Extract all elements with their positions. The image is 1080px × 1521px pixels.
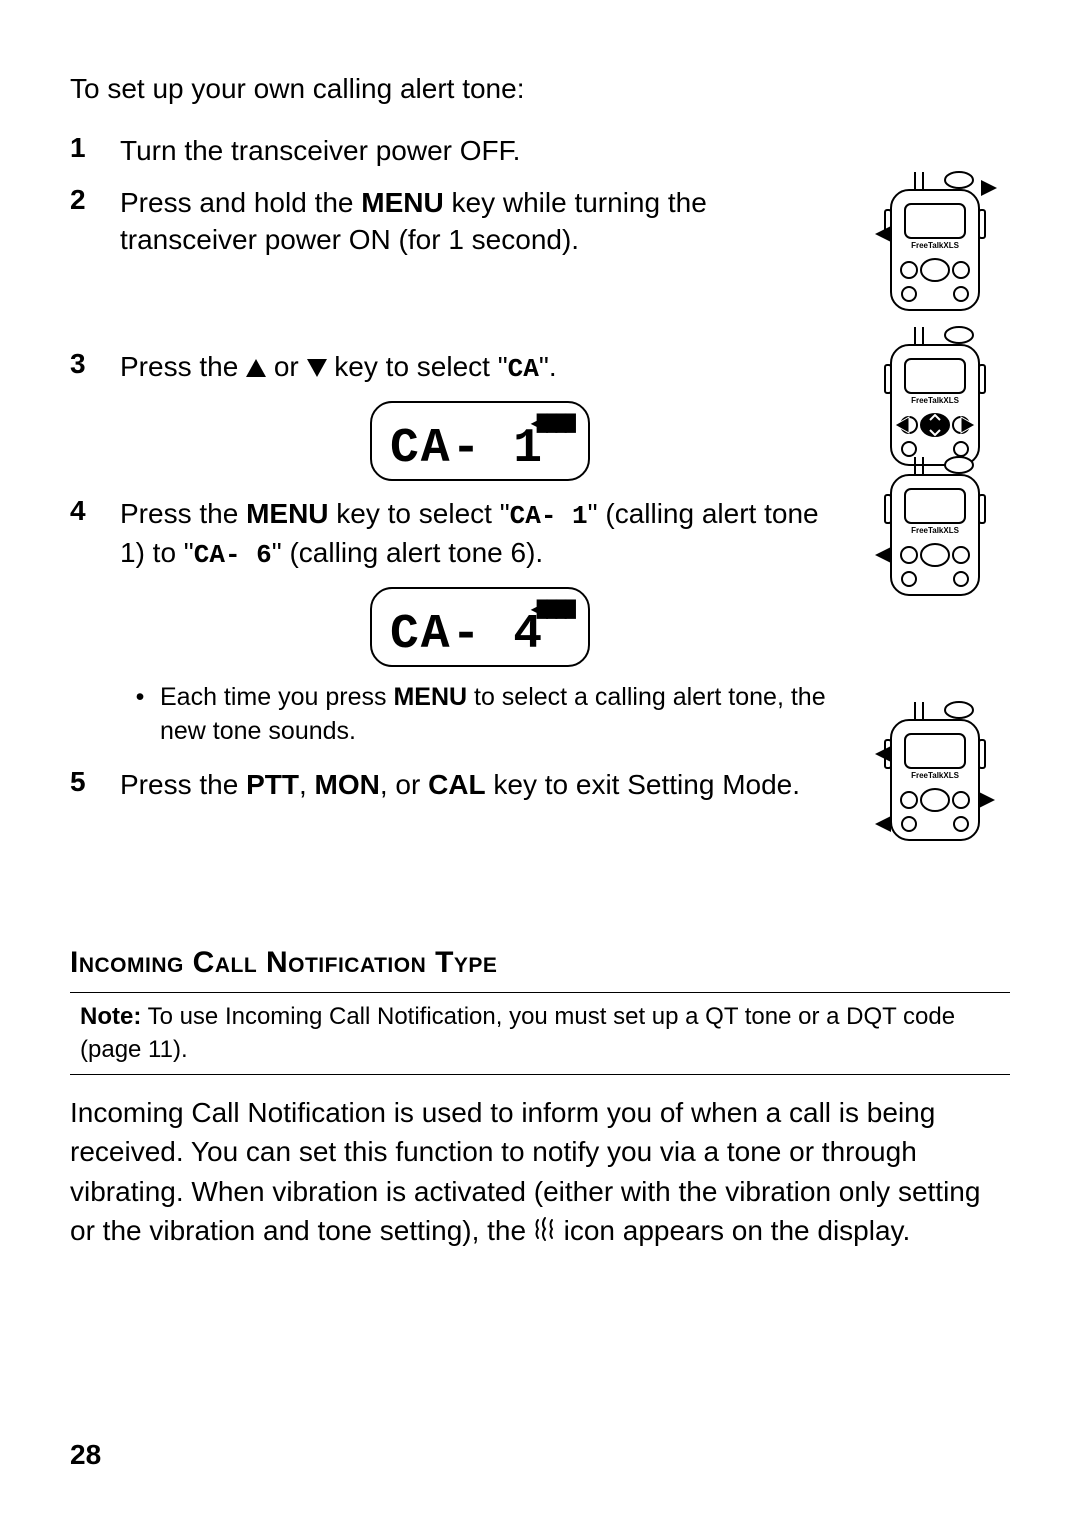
up-triangle-icon bbox=[246, 359, 266, 377]
text-part: Press and hold the bbox=[120, 187, 361, 218]
step-number: 4 bbox=[70, 495, 120, 527]
down-triangle-icon bbox=[307, 359, 327, 377]
battery-icon: ◂████ bbox=[531, 413, 574, 433]
svg-text:FreeTalkXLS: FreeTalkXLS bbox=[911, 396, 960, 405]
text-part: key to select " bbox=[327, 351, 508, 382]
text-part: Press the bbox=[120, 351, 246, 382]
page: To set up your own calling alert tone: F… bbox=[0, 0, 1080, 1521]
text-part: icon appears on the display. bbox=[556, 1215, 910, 1246]
text-part: , bbox=[299, 769, 315, 800]
text-bold: PTT bbox=[246, 769, 299, 800]
step-5: 5 Press the PTT, MON, or CAL key to exit… bbox=[70, 766, 1010, 906]
text-part: Each time you press bbox=[160, 683, 393, 711]
body-paragraph: Incoming Call Notification is used to in… bbox=[70, 1093, 1010, 1252]
step-number: 1 bbox=[70, 132, 120, 164]
text-bold: MENU bbox=[393, 683, 467, 711]
step-1: 1 Turn the transceiver power OFF. bbox=[70, 132, 1010, 170]
section-title: Incoming Call Notification Type bbox=[70, 946, 1010, 980]
step-4: 4 Press the MENU key to select "CA- 1 " (… bbox=[70, 495, 1010, 573]
text-part: " (calling alert tone 6). bbox=[272, 537, 543, 568]
step-2: 2 Press and hold the MENU key while turn… bbox=[70, 184, 1010, 334]
note-text: To use Incoming Call Notification, you m… bbox=[80, 1003, 955, 1062]
step-text: Press the MENU key to select "CA- 1 " (ca… bbox=[120, 495, 1010, 573]
page-number: 28 bbox=[70, 1439, 101, 1471]
steps-list: 1 Turn the transceiver power OFF. 2 Pres… bbox=[70, 132, 1010, 907]
vibration-icon bbox=[534, 1213, 556, 1252]
text-part: Press the bbox=[120, 769, 246, 800]
step-text: Press the PTT, MON, or CAL key to exit S… bbox=[120, 766, 1010, 804]
sub-bullet-text: Each time you press MENU to select a cal… bbox=[160, 681, 840, 749]
lcd-display-2: ◂████ CA- 4 bbox=[370, 587, 590, 667]
text-bold: MENU bbox=[361, 187, 443, 218]
text-bold: CAL bbox=[428, 769, 486, 800]
text-bold: MENU bbox=[246, 498, 328, 529]
lcd-inline: CA bbox=[508, 354, 539, 384]
lcd-display-1: ◂████ CA- 1 bbox=[370, 401, 590, 481]
text-part: Press the bbox=[120, 498, 246, 529]
lcd-inline: CA- 1 bbox=[510, 501, 588, 531]
lcd-inline: CA- 6 bbox=[194, 540, 272, 570]
step-text: Turn the transceiver power OFF. bbox=[120, 132, 1010, 170]
text-part: ". bbox=[539, 351, 557, 382]
text-part: key to select " bbox=[329, 498, 510, 529]
step-3: 3 Press the or key to select "CA". bbox=[70, 348, 1010, 387]
step-number: 2 bbox=[70, 184, 120, 216]
step-number: 3 bbox=[70, 348, 120, 380]
text-part: or bbox=[266, 351, 306, 382]
battery-icon: ◂████ bbox=[531, 599, 574, 619]
text-part: , or bbox=[380, 769, 428, 800]
text-part: key to exit Setting Mode. bbox=[486, 769, 800, 800]
step-text: Press the or key to select "CA". bbox=[120, 348, 1010, 387]
step-number: 5 bbox=[70, 766, 120, 798]
step-text: Press and hold the MENU key while turnin… bbox=[120, 184, 1010, 260]
note-box: Note: To use Incoming Call Notification,… bbox=[70, 992, 1010, 1075]
bullet-dot: • bbox=[120, 681, 160, 749]
note-label: Note: bbox=[80, 1003, 141, 1030]
text-bold: MON bbox=[315, 769, 380, 800]
intro-text: To set up your own calling alert tone: bbox=[70, 70, 1010, 108]
